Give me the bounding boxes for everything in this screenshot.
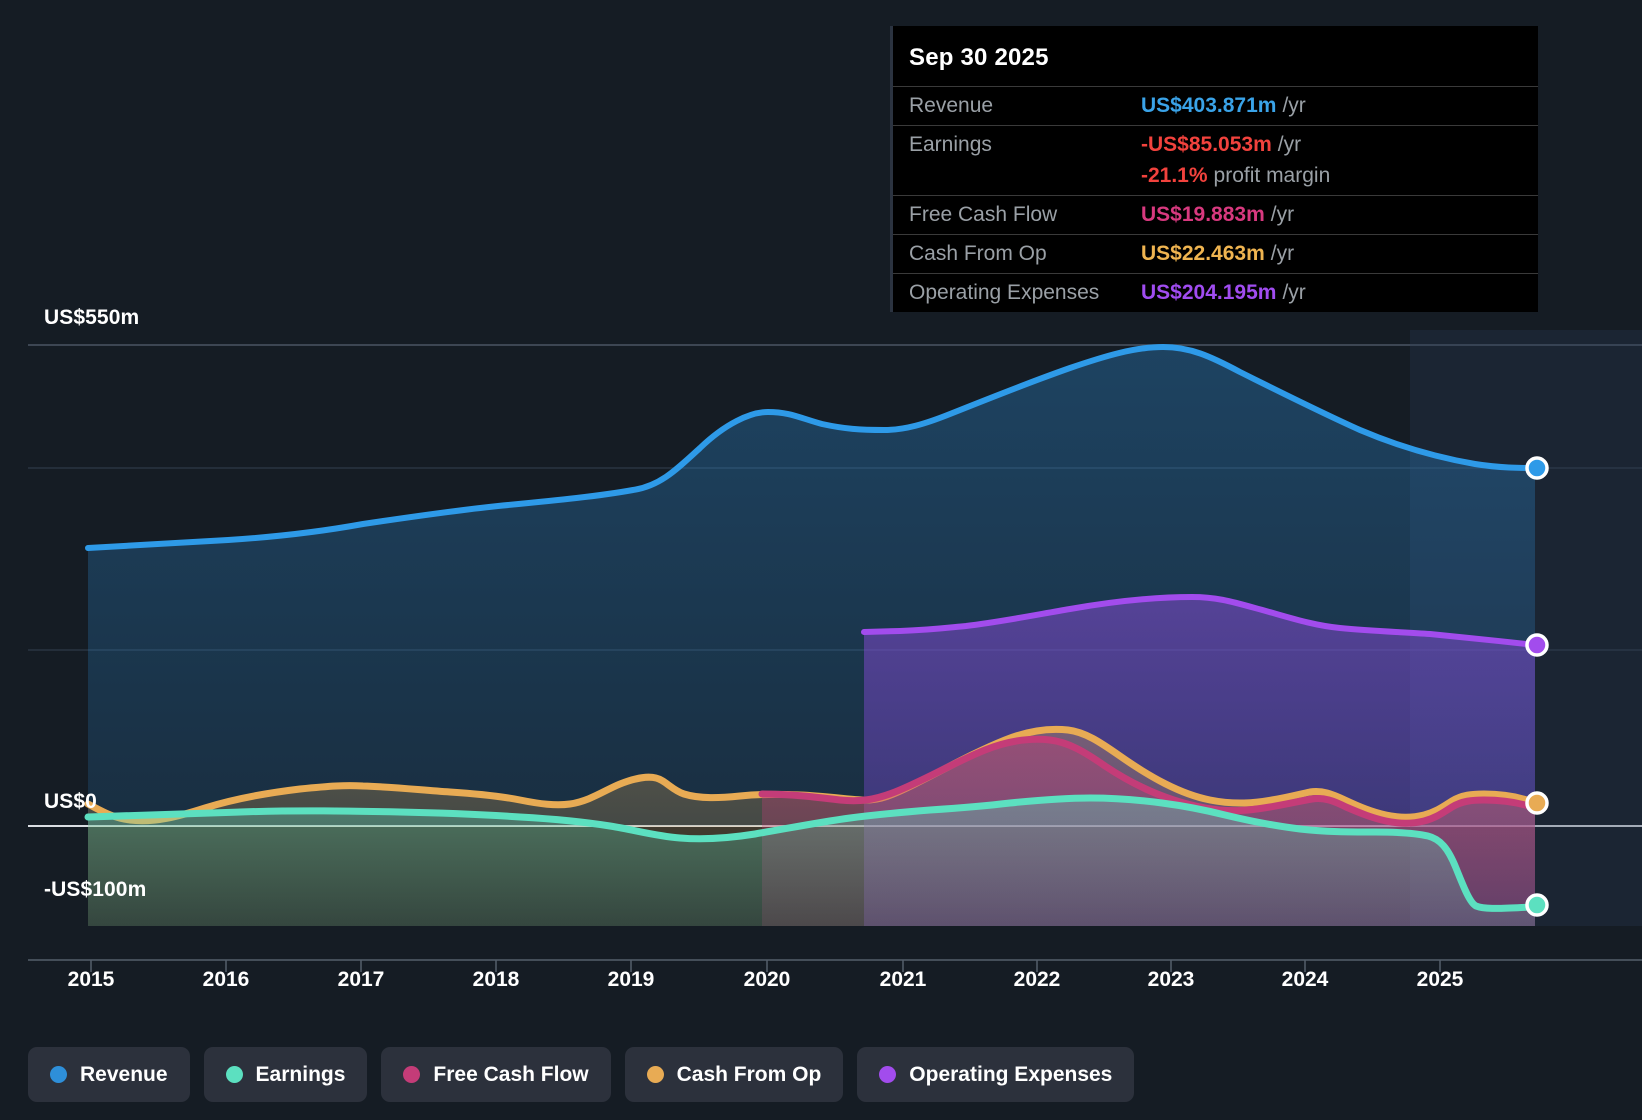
data-point-tooltip: Sep 30 2025 Revenue US$403.871m /yr Earn… — [890, 26, 1538, 312]
tooltip-value-profit-margin: -21.1% — [1141, 164, 1208, 187]
tooltip-label-earnings: Earnings — [909, 133, 992, 156]
legend-label-free-cash-flow: Free Cash Flow — [433, 1062, 589, 1086]
revenue-line — [85, 344, 1538, 551]
series-endpoint-markers — [1525, 456, 1549, 917]
free-cash-flow-color-swatch-icon — [403, 1066, 421, 1083]
revenue-color-swatch-icon — [50, 1066, 67, 1083]
x-axis-label-2016: 2016 — [202, 968, 250, 991]
x-axis-label-2025: 2025 — [1416, 968, 1464, 991]
tooltip-suffix-revenue: /yr — [1282, 94, 1306, 117]
tooltip-value-free-cash-flow: US$19.883m — [1141, 203, 1265, 226]
x-axis-label-2017: 2017 — [337, 968, 385, 991]
earnings-color-swatch-icon — [225, 1066, 243, 1083]
x-axis-label-2020: 2020 — [743, 968, 791, 991]
tooltip-suffix-cash-from-op: /yr — [1270, 242, 1295, 265]
tooltip-label-cash-from-op: Cash From Op — [909, 242, 1047, 265]
x-axis-labels: 2015 2016 2017 2018 2019 2020 2021 2022 … — [0, 968, 1642, 1002]
free-cash-flow-line — [758, 735, 1539, 827]
tooltip-row-cash-from-op: Cash From Op US$22.463m /yr — [893, 234, 1538, 273]
x-axis — [28, 959, 1642, 972]
tooltip-label-operating-expenses: Operating Expenses — [909, 281, 1100, 304]
tooltip-row-operating-expenses: Operating Expenses US$204.195m /yr — [893, 273, 1538, 312]
tooltip-label-free-cash-flow: Free Cash Flow — [909, 203, 1058, 226]
legend-label-cash-from-op: Cash From Op — [676, 1062, 822, 1086]
operating-expenses-line — [861, 594, 1538, 648]
legend-item-revenue[interactable]: Revenue — [28, 1047, 190, 1102]
y-axis-label-top: US$550m — [44, 306, 140, 329]
tooltip-value-earnings: -US$85.053m — [1141, 133, 1272, 156]
legend-item-cash-from-op[interactable]: Cash From Op — [624, 1047, 844, 1102]
tooltip-row-free-cash-flow: Free Cash Flow US$19.883m /yr — [893, 195, 1538, 234]
revenue-endpoint-marker — [1525, 456, 1549, 480]
tooltip-value-cash-from-op: US$22.463m — [1141, 242, 1265, 265]
x-axis-label-2024: 2024 — [1281, 968, 1329, 991]
x-axis-label-2018: 2018 — [472, 968, 520, 991]
tooltip-row-earnings: Earnings -US$85.053m /yr — [893, 125, 1538, 164]
earnings-line — [84, 794, 1539, 912]
y-axis-label-bottom: -US$100m — [44, 878, 147, 901]
tooltip-suffix-operating-expenses: /yr — [1282, 281, 1306, 304]
operating-expenses-color-swatch-icon — [879, 1066, 897, 1083]
tooltip-suffix-free-cash-flow: /yr — [1270, 203, 1295, 226]
y-axis-label-zero: US$0 — [44, 790, 97, 813]
earnings-area — [88, 798, 1535, 926]
tooltip-suffix-profit-margin: profit margin — [1213, 164, 1331, 187]
tooltip-row-profit-margin: -21.1% profit margin — [893, 164, 1538, 195]
tooltip-row-revenue: Revenue US$403.871m /yr — [893, 86, 1538, 125]
x-axis-label-2019: 2019 — [607, 968, 655, 991]
cash-from-op-color-swatch-icon — [646, 1066, 664, 1083]
legend-item-free-cash-flow[interactable]: Free Cash Flow — [381, 1047, 611, 1102]
chart-legend: Revenue Earnings Free Cash Flow Cash Fro… — [28, 1047, 1135, 1102]
x-axis-label-2021: 2021 — [879, 968, 927, 991]
tooltip-date: Sep 30 2025 — [909, 44, 1049, 71]
legend-item-earnings[interactable]: Earnings — [203, 1047, 368, 1102]
x-axis-label-2022: 2022 — [1013, 968, 1061, 991]
tooltip-suffix-earnings: /yr — [1277, 133, 1302, 156]
legend-item-operating-expenses[interactable]: Operating Expenses — [857, 1047, 1135, 1102]
x-axis-label-2015: 2015 — [67, 968, 115, 991]
x-axis-label-2023: 2023 — [1147, 968, 1195, 991]
cash-from-op-endpoint-marker — [1525, 791, 1549, 815]
legend-label-revenue: Revenue — [80, 1062, 168, 1086]
tooltip-value-operating-expenses: US$204.195m — [1141, 281, 1277, 304]
earnings-endpoint-marker — [1525, 893, 1549, 917]
legend-label-earnings: Earnings — [255, 1062, 346, 1086]
tooltip-value-revenue: US$403.871m — [1141, 94, 1277, 117]
tooltip-label-revenue: Revenue — [909, 94, 994, 117]
operating-expenses-endpoint-marker — [1525, 633, 1549, 657]
legend-label-operating-expenses: Operating Expenses — [909, 1062, 1113, 1086]
